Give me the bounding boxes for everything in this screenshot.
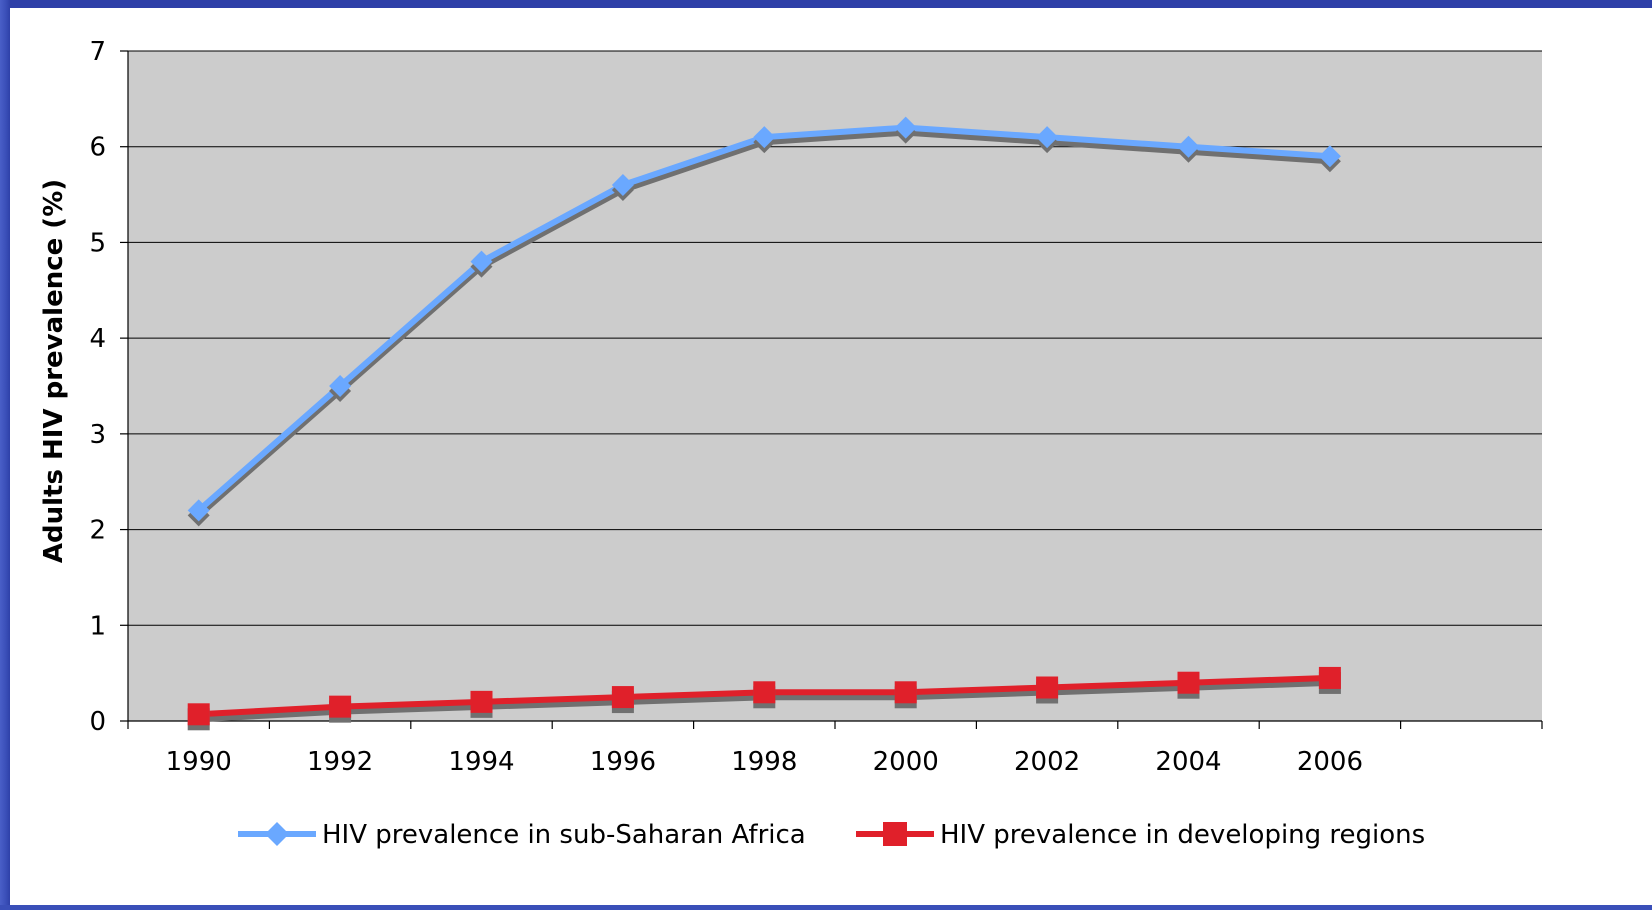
legend: HIV prevalence in sub-Saharan Africa HIV … (238, 820, 1425, 850)
series-layer (187, 116, 1341, 731)
y-tick-label: 5 (89, 228, 106, 258)
data-point (187, 499, 210, 522)
chart-panel: 0 1 2 3 4 5 6 7 1990 1992 1994 1996 1998 2000 2002 200… (10, 8, 1652, 905)
y-tick-label: 7 (89, 37, 106, 67)
x-tick-label: 1998 (731, 747, 797, 777)
x-tick-label: 2004 (1155, 747, 1221, 777)
data-point (1177, 135, 1200, 158)
x-tick-labels: 1990 1992 1994 1996 1998 2000 2002 2004 2006 (166, 747, 1363, 777)
data-point (1318, 666, 1341, 689)
data-point (753, 681, 776, 704)
series-1 (187, 116, 1341, 527)
y-axis-label: Adults HIV prevalence (%) (39, 179, 69, 563)
legend-item-1: HIV prevalence in sub-Saharan Africa (238, 820, 806, 850)
legend-label: HIV prevalence in developing regions (940, 820, 1425, 850)
gridlines (128, 50, 1542, 626)
legend-marker (883, 822, 907, 846)
x-tick-label: 1994 (448, 747, 514, 777)
x-tick-label: 1992 (307, 747, 373, 777)
x-tick-label: 2000 (873, 747, 939, 777)
data-point (1318, 145, 1341, 168)
data-point (329, 375, 352, 397)
x-tick-label: 2002 (1014, 747, 1080, 777)
y-tick-label: 2 (89, 516, 106, 546)
data-point (611, 686, 634, 709)
series-2 (187, 666, 1341, 731)
y-tick-label: 4 (89, 324, 106, 354)
x-tick-label: 1990 (166, 747, 232, 777)
x-tick-label: 2006 (1297, 747, 1363, 777)
y-tick-label: 3 (89, 420, 106, 450)
y-tick-labels: 0 1 2 3 4 5 6 7 (89, 37, 106, 737)
y-tick-label: 1 (89, 611, 106, 641)
data-point (894, 116, 917, 139)
data-point (470, 250, 493, 273)
data-point (894, 681, 917, 704)
data-point (1177, 671, 1200, 694)
legend-label: HIV prevalence in sub-Saharan Africa (322, 820, 806, 850)
data-point (1036, 676, 1059, 699)
legend-marker (265, 822, 289, 846)
data-point (187, 703, 210, 726)
legend-item-2: HIV prevalence in developing regions (856, 820, 1425, 850)
axes (120, 50, 1543, 729)
y-tick-label: 0 (89, 707, 106, 737)
line-chart: 0 1 2 3 4 5 6 7 1990 1992 1994 1996 1998 2000 2002 200… (39, 37, 1543, 850)
y-tick-label: 6 (89, 133, 106, 163)
x-tick-label: 1996 (590, 747, 656, 777)
data-point (329, 695, 352, 718)
data-point (611, 174, 634, 196)
data-point (470, 690, 493, 713)
